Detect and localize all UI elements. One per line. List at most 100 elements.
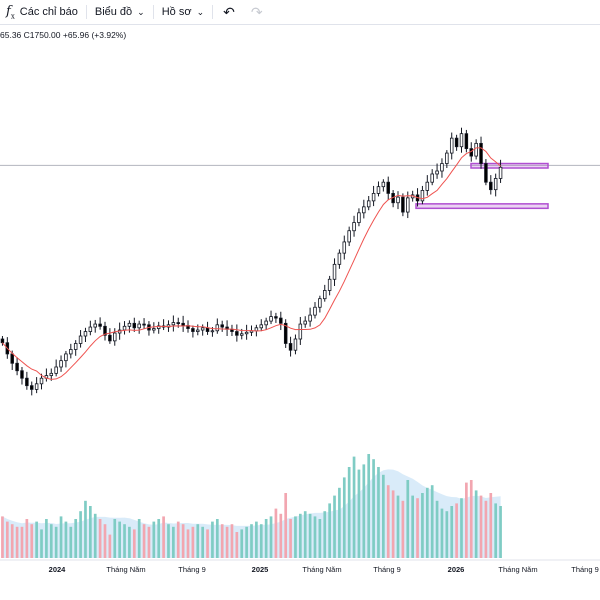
volume-bar — [118, 521, 121, 558]
candle-up — [54, 366, 58, 374]
candle-down — [484, 163, 488, 183]
candle-up — [293, 338, 298, 351]
volume-bar — [123, 524, 126, 558]
candle-up — [171, 322, 176, 326]
volume-bar — [20, 526, 24, 558]
candle-up — [83, 331, 88, 337]
candle-up — [269, 316, 273, 322]
x-axis-label: 2026 — [448, 565, 465, 574]
candle-down — [0, 338, 5, 344]
undo-button[interactable]: ↶ — [215, 0, 243, 24]
candle-up — [254, 327, 259, 332]
candle-up — [435, 170, 439, 175]
chart-type-button[interactable]: Biểu đồ ⌄ — [89, 0, 151, 24]
volume-bar — [362, 464, 366, 558]
candle-up — [88, 326, 93, 332]
zone-support — [415, 203, 549, 210]
candle-up — [259, 324, 264, 329]
x-axis-label: Tháng Năm — [498, 565, 537, 574]
candle-up — [49, 372, 54, 376]
volume-bar — [54, 526, 58, 558]
candle-up — [352, 222, 356, 232]
volume-bar — [176, 521, 180, 558]
volume-bar — [294, 516, 297, 558]
undo-icon: ↶ — [223, 3, 235, 20]
volume-bar — [30, 524, 34, 558]
volume-bar — [303, 511, 307, 558]
volume-bar — [152, 521, 156, 558]
x-axis-label: 2024 — [49, 565, 67, 574]
candle-down — [220, 324, 224, 328]
x-axis-label: Tháng Năm — [106, 565, 145, 574]
volume-bar — [274, 508, 278, 558]
volume-bar — [499, 506, 502, 558]
candle-up — [327, 278, 332, 291]
profile-button[interactable]: Hồ sơ ⌄ — [156, 0, 210, 24]
volume-bar — [469, 480, 473, 558]
volume-bar — [215, 519, 219, 558]
volume-bar — [269, 516, 273, 558]
volume-bar — [386, 485, 390, 558]
volume-bar — [108, 534, 112, 558]
candle-down — [479, 142, 483, 164]
candle-up — [308, 314, 312, 322]
volume-bar — [416, 498, 419, 558]
candle-up — [376, 186, 381, 194]
indicators-button[interactable]: fx Các chỉ báo — [0, 0, 84, 24]
volume-bar — [25, 519, 29, 558]
toolbar-divider — [212, 5, 214, 19]
toolbar-divider — [152, 5, 154, 19]
candle-down — [401, 196, 405, 213]
volume-bar — [74, 519, 78, 558]
volume-bar — [372, 459, 375, 558]
candle-up — [406, 197, 410, 213]
volume-bar — [137, 519, 141, 558]
price-chart[interactable]: 2024 Tháng Năm Tháng 9 2025 Tháng Năm Tháng 9… — [0, 25, 600, 600]
candle-up — [347, 230, 351, 243]
volume-bar — [64, 521, 68, 558]
redo-button[interactable]: ↷ — [243, 0, 271, 24]
volume-bar — [142, 524, 146, 558]
candle-up — [425, 181, 430, 191]
top-toolbar: fx Các chỉ báo Biểu đồ ⌄ Hồ sơ ⌄ ↶ ↷ — [0, 0, 600, 25]
x-axis-label: 2025 — [252, 565, 269, 574]
x-axis-label: Tháng 9 — [373, 565, 401, 574]
volume-bar — [103, 524, 107, 558]
candle-up — [39, 377, 44, 385]
volume-bar — [284, 493, 288, 558]
volume-bar — [494, 503, 498, 558]
candle-up — [498, 166, 503, 179]
candle-up — [440, 163, 444, 172]
volume-bar — [333, 495, 336, 558]
candle-down — [181, 322, 185, 326]
volume-bar — [338, 487, 341, 558]
candle-down — [489, 181, 493, 191]
candle-up — [69, 349, 73, 355]
candle-down — [274, 316, 278, 319]
candle-down — [20, 370, 24, 379]
candle-up — [362, 206, 366, 214]
candle-up — [396, 196, 400, 204]
zone-resistance — [470, 162, 549, 169]
candle-up — [34, 383, 39, 390]
candle-down — [191, 328, 195, 332]
candle-up — [215, 324, 220, 332]
volume-bar — [323, 511, 327, 558]
ohlc-legend: 65.36 C1750.00 +65.96 (+3.92%) — [0, 30, 127, 40]
volume-bar — [250, 524, 253, 558]
candle-down — [279, 317, 283, 324]
candle-down — [10, 353, 14, 364]
volume-bar — [5, 521, 9, 558]
volume-bar — [211, 521, 214, 558]
candle-down — [176, 322, 180, 324]
volume-bar — [10, 524, 14, 558]
candle-up — [127, 322, 132, 327]
candle-up — [244, 331, 249, 335]
volume-bar — [45, 519, 48, 558]
candle-down — [235, 331, 239, 336]
volume-bar — [132, 529, 136, 558]
volume-bar — [40, 529, 43, 558]
volume-bar — [308, 513, 312, 558]
candle-up — [474, 142, 478, 157]
volume-bar — [225, 526, 229, 558]
